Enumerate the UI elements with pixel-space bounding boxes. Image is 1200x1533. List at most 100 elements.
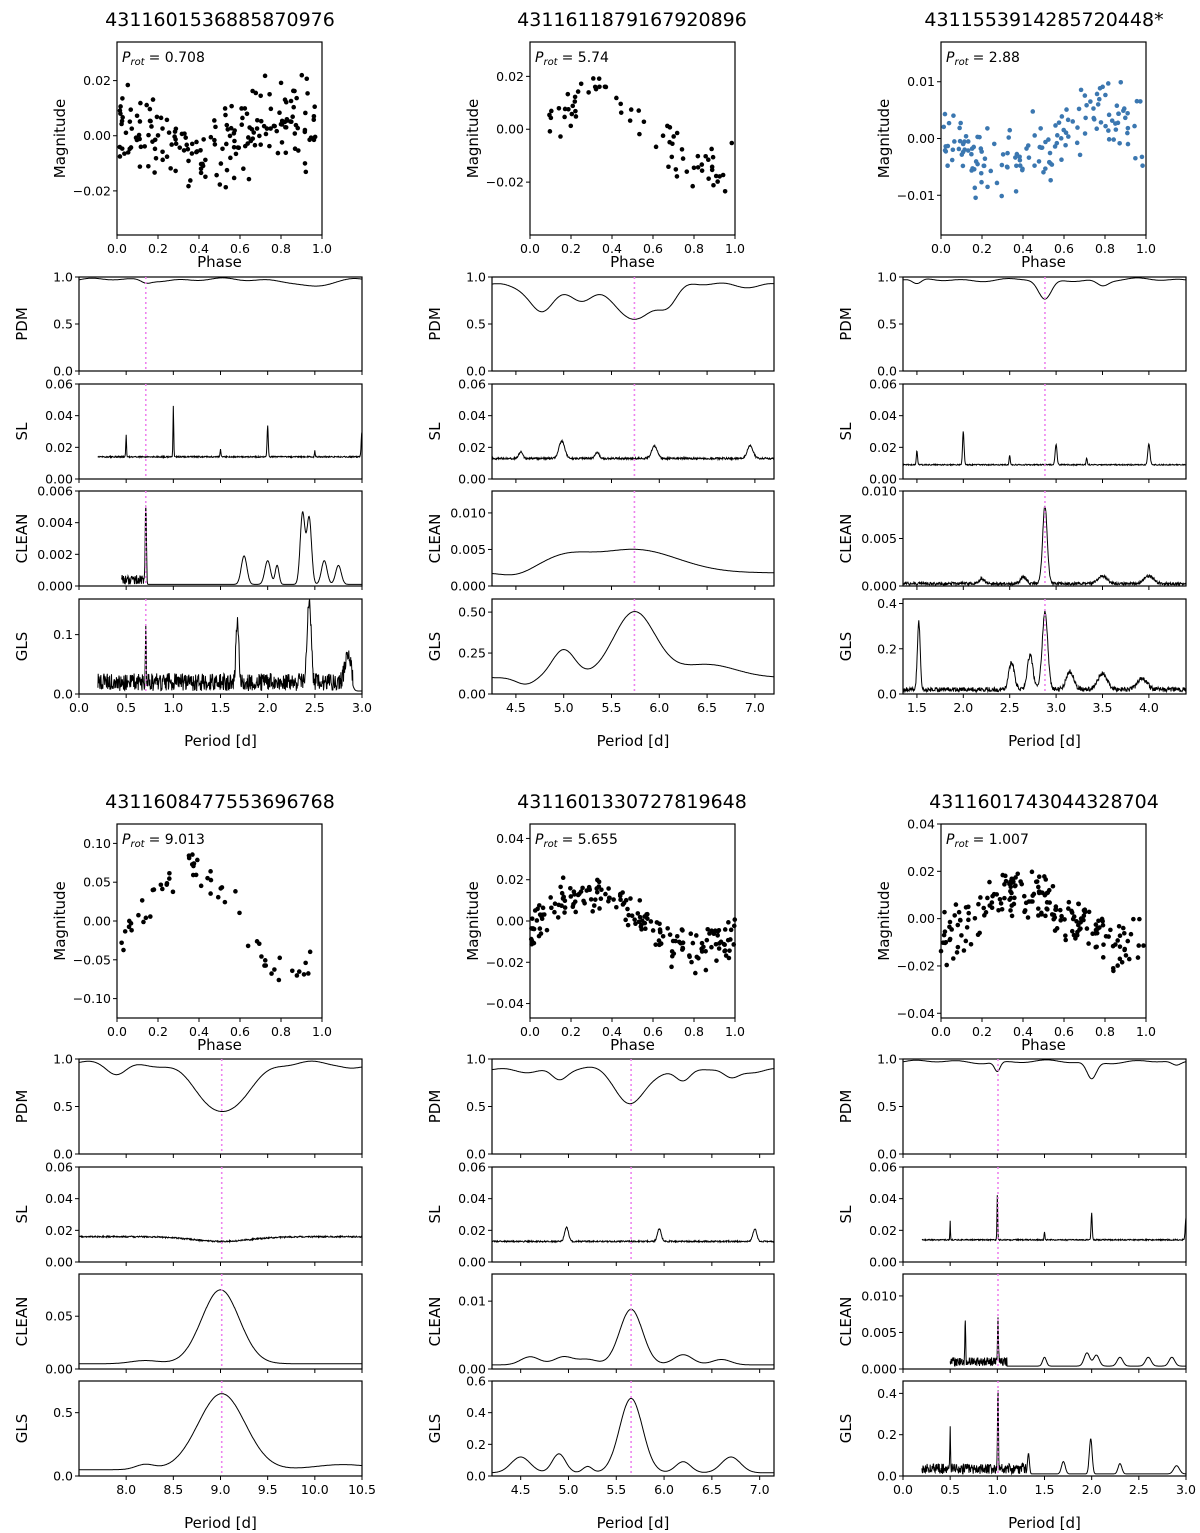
data-point (1136, 943, 1142, 948)
data-point (570, 904, 576, 910)
data-point (699, 949, 705, 954)
data-point (716, 927, 722, 933)
phase-plot-ylabel: Magnitude (464, 99, 482, 178)
data-point (704, 937, 710, 943)
clean-plot-frame (78, 490, 363, 587)
data-point (144, 102, 149, 108)
data-point (680, 928, 685, 933)
data-point (1047, 900, 1052, 905)
data-point (1128, 931, 1134, 937)
data-point (656, 938, 662, 943)
data-point (1063, 933, 1068, 938)
data-point (618, 101, 624, 107)
data-point (232, 138, 237, 144)
data-point (1009, 890, 1014, 896)
data-point (709, 928, 714, 934)
data-point (956, 146, 962, 152)
gls-plot-xtick-label: 2.5 (1000, 700, 1020, 715)
data-point (1056, 120, 1062, 125)
pdm-plot-ytick-label: 0.0 (877, 364, 897, 379)
data-point (985, 126, 990, 131)
data-point (227, 133, 233, 139)
data-point (1021, 893, 1027, 899)
data-point (1064, 107, 1069, 112)
sl-curve (79, 1234, 363, 1244)
data-point (259, 954, 264, 959)
data-point (169, 142, 174, 147)
data-point (956, 909, 962, 915)
data-point (283, 99, 289, 105)
data-point (657, 929, 663, 934)
data-point (562, 905, 568, 910)
data-point (304, 76, 310, 82)
data-point (628, 896, 633, 901)
data-point (1070, 119, 1076, 124)
data-point (552, 901, 558, 907)
data-point (529, 916, 535, 921)
period-xlabel: Period [d] (184, 732, 257, 750)
data-point (593, 86, 599, 92)
data-point (1138, 99, 1143, 104)
data-point (245, 943, 251, 949)
data-point (1036, 874, 1042, 879)
clean-plot-ytick-label: 0.00 (45, 1362, 73, 1377)
data-point (973, 195, 978, 201)
data-point (949, 157, 955, 163)
pdm-plot-ytick-label: 0.0 (877, 1147, 897, 1162)
data-point (229, 103, 234, 109)
data-point (1052, 915, 1058, 920)
data-point (942, 929, 948, 934)
data-point (1137, 916, 1142, 922)
data-point (1042, 874, 1047, 879)
pdm-plot-frame (491, 276, 775, 372)
data-point (224, 167, 230, 173)
data-point (147, 106, 153, 112)
data-point (244, 111, 250, 117)
clean-curve (120, 505, 362, 585)
data-point (950, 147, 956, 153)
data-point (1044, 906, 1049, 911)
gls-plot-xtick-label: 0.0 (893, 1482, 913, 1497)
panel-title: 4311601330727819648 (517, 791, 747, 813)
data-point (1018, 879, 1023, 884)
data-point (146, 164, 151, 169)
data-point (588, 897, 594, 902)
panel-title: 4311608477553696768 (105, 791, 335, 813)
data-point (231, 175, 237, 181)
data-point (699, 168, 705, 173)
data-point (274, 128, 280, 134)
data-point (978, 895, 983, 900)
data-point (1023, 900, 1029, 906)
data-point (573, 108, 578, 114)
data-point (621, 900, 627, 906)
data-point (1049, 912, 1055, 917)
sl-plot-ylabel: SL (426, 1205, 444, 1224)
data-point (276, 977, 282, 983)
sl-plot-ylabel: SL (837, 422, 855, 441)
clean-plot-ytick-label: 0.05 (45, 1309, 73, 1324)
data-point (1053, 907, 1059, 912)
data-point (1095, 102, 1101, 107)
data-point (272, 967, 277, 972)
data-point (1113, 127, 1119, 132)
data-point (267, 91, 272, 97)
clean-plot-ytick-label: 0.000 (450, 579, 486, 594)
phase-plot-ytick-label: 0.10 (83, 836, 111, 851)
data-point (1093, 944, 1099, 950)
data-point (150, 887, 156, 893)
data-point (1005, 165, 1010, 170)
data-point (250, 136, 256, 141)
gls-plot-ytick-label: 0.5 (53, 1405, 73, 1420)
data-point (303, 960, 308, 966)
gls-plot-ylabel: GLS (13, 632, 31, 662)
data-point (1135, 955, 1141, 960)
data-point (224, 141, 229, 147)
phase-plot-ytick-label: −0.05 (73, 952, 111, 967)
data-point (947, 919, 953, 925)
data-point (732, 917, 738, 922)
data-point (291, 104, 296, 110)
phase-plot-xtick-label: 0.4 (189, 1024, 209, 1039)
data-point (258, 93, 263, 99)
data-point (239, 122, 245, 128)
data-point (172, 129, 178, 134)
